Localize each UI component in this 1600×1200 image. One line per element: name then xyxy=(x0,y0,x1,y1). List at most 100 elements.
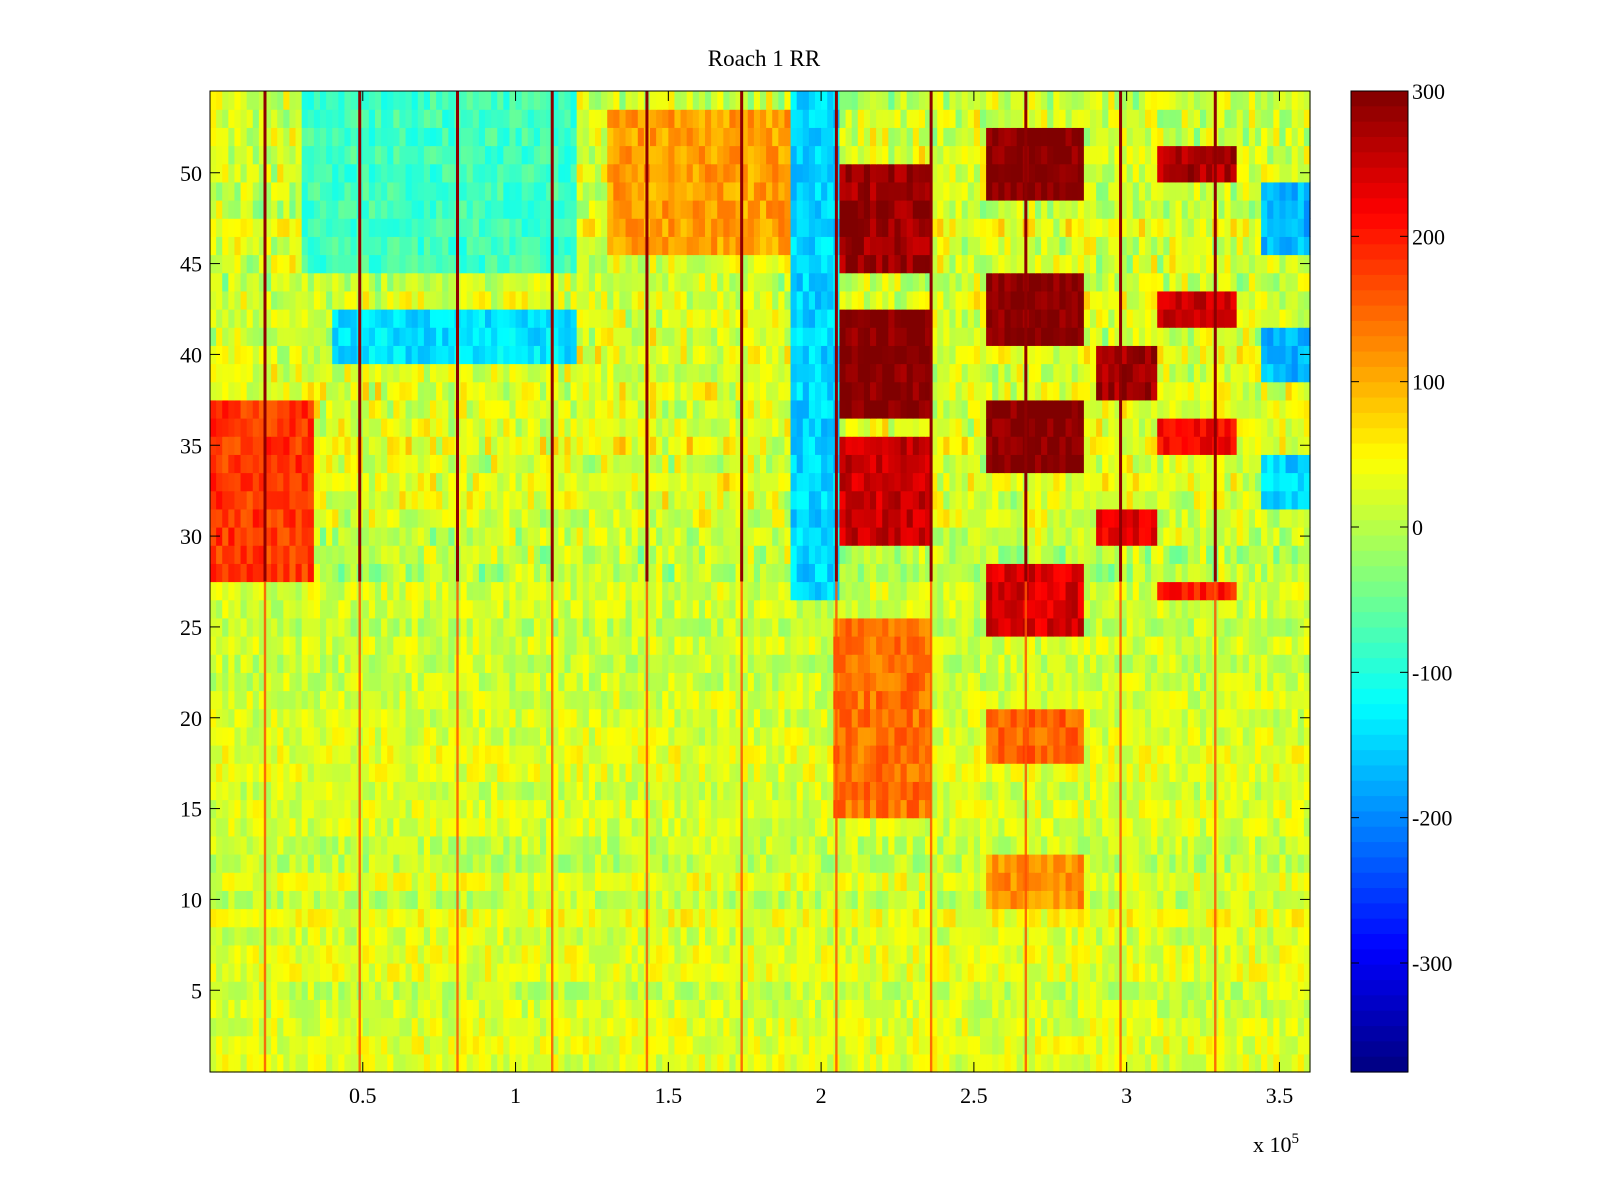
heatmap-cell xyxy=(851,726,859,746)
heatmap-cell xyxy=(497,999,504,1019)
heatmap-cell xyxy=(277,708,284,728)
heatmap-cell xyxy=(277,817,284,837)
heatmap-cell xyxy=(674,745,682,764)
heatmap-cell xyxy=(772,817,779,837)
heatmap-cell xyxy=(631,926,639,946)
heatmap-cell xyxy=(405,799,413,819)
heatmap-cell xyxy=(937,745,944,764)
heatmap-cell xyxy=(1059,672,1067,692)
heatmap-cell xyxy=(918,908,926,928)
heatmap-cell xyxy=(955,617,963,637)
heatmap-cell xyxy=(937,636,944,655)
heatmap-cell xyxy=(350,745,358,764)
heatmap-cell xyxy=(1285,981,1293,1000)
heatmap-cell xyxy=(876,817,883,837)
heatmap-cell xyxy=(326,890,333,910)
heatmap-cell xyxy=(827,908,834,928)
heatmap-cell xyxy=(1193,726,1201,746)
heatmap-cell xyxy=(790,781,798,801)
heatmap-cell xyxy=(558,817,566,837)
heatmap-cell xyxy=(466,835,474,855)
heatmap-cell xyxy=(1200,763,1207,782)
heatmap-cell xyxy=(1242,963,1250,982)
heatmap-cell xyxy=(1175,763,1183,782)
heatmap-cell xyxy=(717,999,724,1019)
heatmap-cell xyxy=(1236,654,1244,673)
heatmap-cell xyxy=(289,636,297,655)
heatmap-cell xyxy=(973,854,981,873)
heatmap-cell xyxy=(576,817,584,837)
heatmap-cell xyxy=(1090,708,1097,728)
heatmap-cell xyxy=(619,944,627,964)
heatmap-cell xyxy=(313,781,321,801)
heatmap-cell xyxy=(937,726,944,746)
heatmap-cell xyxy=(613,963,621,982)
heatmap-cell xyxy=(1303,763,1311,782)
heatmap-cell xyxy=(1151,781,1158,801)
heatmap-cell xyxy=(698,926,706,946)
heatmap-cell xyxy=(747,926,755,946)
heatmap-cell xyxy=(1108,672,1116,692)
heatmap-cell xyxy=(1145,1035,1152,1055)
heatmap-cell xyxy=(625,563,633,583)
heatmap-cell xyxy=(1224,817,1232,837)
heatmap-cell xyxy=(338,1017,346,1037)
heatmap-cell xyxy=(320,908,327,928)
heatmap-cell xyxy=(870,708,877,728)
heatmap-cell xyxy=(943,654,951,673)
heatmap-cell xyxy=(222,617,229,637)
heatmap-cell xyxy=(295,999,303,1019)
heatmap-cell xyxy=(1035,890,1042,910)
heatmap-cell xyxy=(289,672,297,692)
heatmap-cell xyxy=(1071,908,1079,928)
heatmap-cell xyxy=(961,617,969,637)
heatmap-cell xyxy=(423,872,431,891)
heatmap-cell xyxy=(1297,672,1305,692)
heatmap-cell xyxy=(729,563,737,583)
heatmap-cell xyxy=(1016,1035,1024,1055)
heatmap-cell xyxy=(301,672,309,692)
heatmap-cell xyxy=(478,944,486,964)
heatmap-cell xyxy=(1108,944,1116,964)
heatmap-cell xyxy=(900,726,908,746)
heatmap-cell xyxy=(485,817,492,837)
heatmap-cell xyxy=(1163,781,1171,801)
heatmap-cell xyxy=(735,690,743,710)
heatmap-cell xyxy=(1230,872,1238,891)
heatmap-cell xyxy=(527,563,535,583)
heatmap-cell xyxy=(1126,581,1134,601)
heatmap-cell xyxy=(1255,781,1262,801)
heatmap-cell xyxy=(368,672,376,692)
heatmap-cell xyxy=(925,908,932,928)
heatmap-cell xyxy=(1077,763,1085,782)
heatmap-cell xyxy=(478,563,486,583)
heatmap-cell xyxy=(692,872,700,891)
heatmap-cell xyxy=(338,908,346,928)
heatmap-cell xyxy=(1200,872,1207,891)
heatmap-cell xyxy=(442,944,449,964)
heatmap-cell xyxy=(753,745,761,764)
heatmap-cell xyxy=(1016,1017,1024,1037)
heatmap-cell xyxy=(772,854,779,873)
heatmap-cell xyxy=(240,1053,248,1073)
heatmap-cell xyxy=(668,708,676,728)
heatmap-cell xyxy=(442,1035,449,1055)
heatmap-cell xyxy=(1151,926,1158,946)
heatmap-cell xyxy=(1218,835,1226,855)
heatmap-cell xyxy=(271,854,278,873)
heatmap-cell xyxy=(790,617,798,637)
heatmap-cell xyxy=(998,890,1006,910)
heatmap-cell xyxy=(1151,599,1158,619)
heatmap-cell xyxy=(662,908,669,928)
heatmap-cell xyxy=(943,817,951,837)
heatmap-cell xyxy=(515,963,523,982)
heatmap-cell xyxy=(601,963,608,982)
heatmap-cell xyxy=(1090,636,1097,655)
heatmap-cell xyxy=(937,581,944,601)
heatmap-cell xyxy=(1242,726,1250,746)
heatmap-cell xyxy=(405,981,413,1000)
heatmap-cell xyxy=(540,908,547,928)
heatmap-cell xyxy=(637,999,645,1019)
heatmap-cell xyxy=(399,690,407,710)
heatmap-cell xyxy=(271,1053,278,1073)
